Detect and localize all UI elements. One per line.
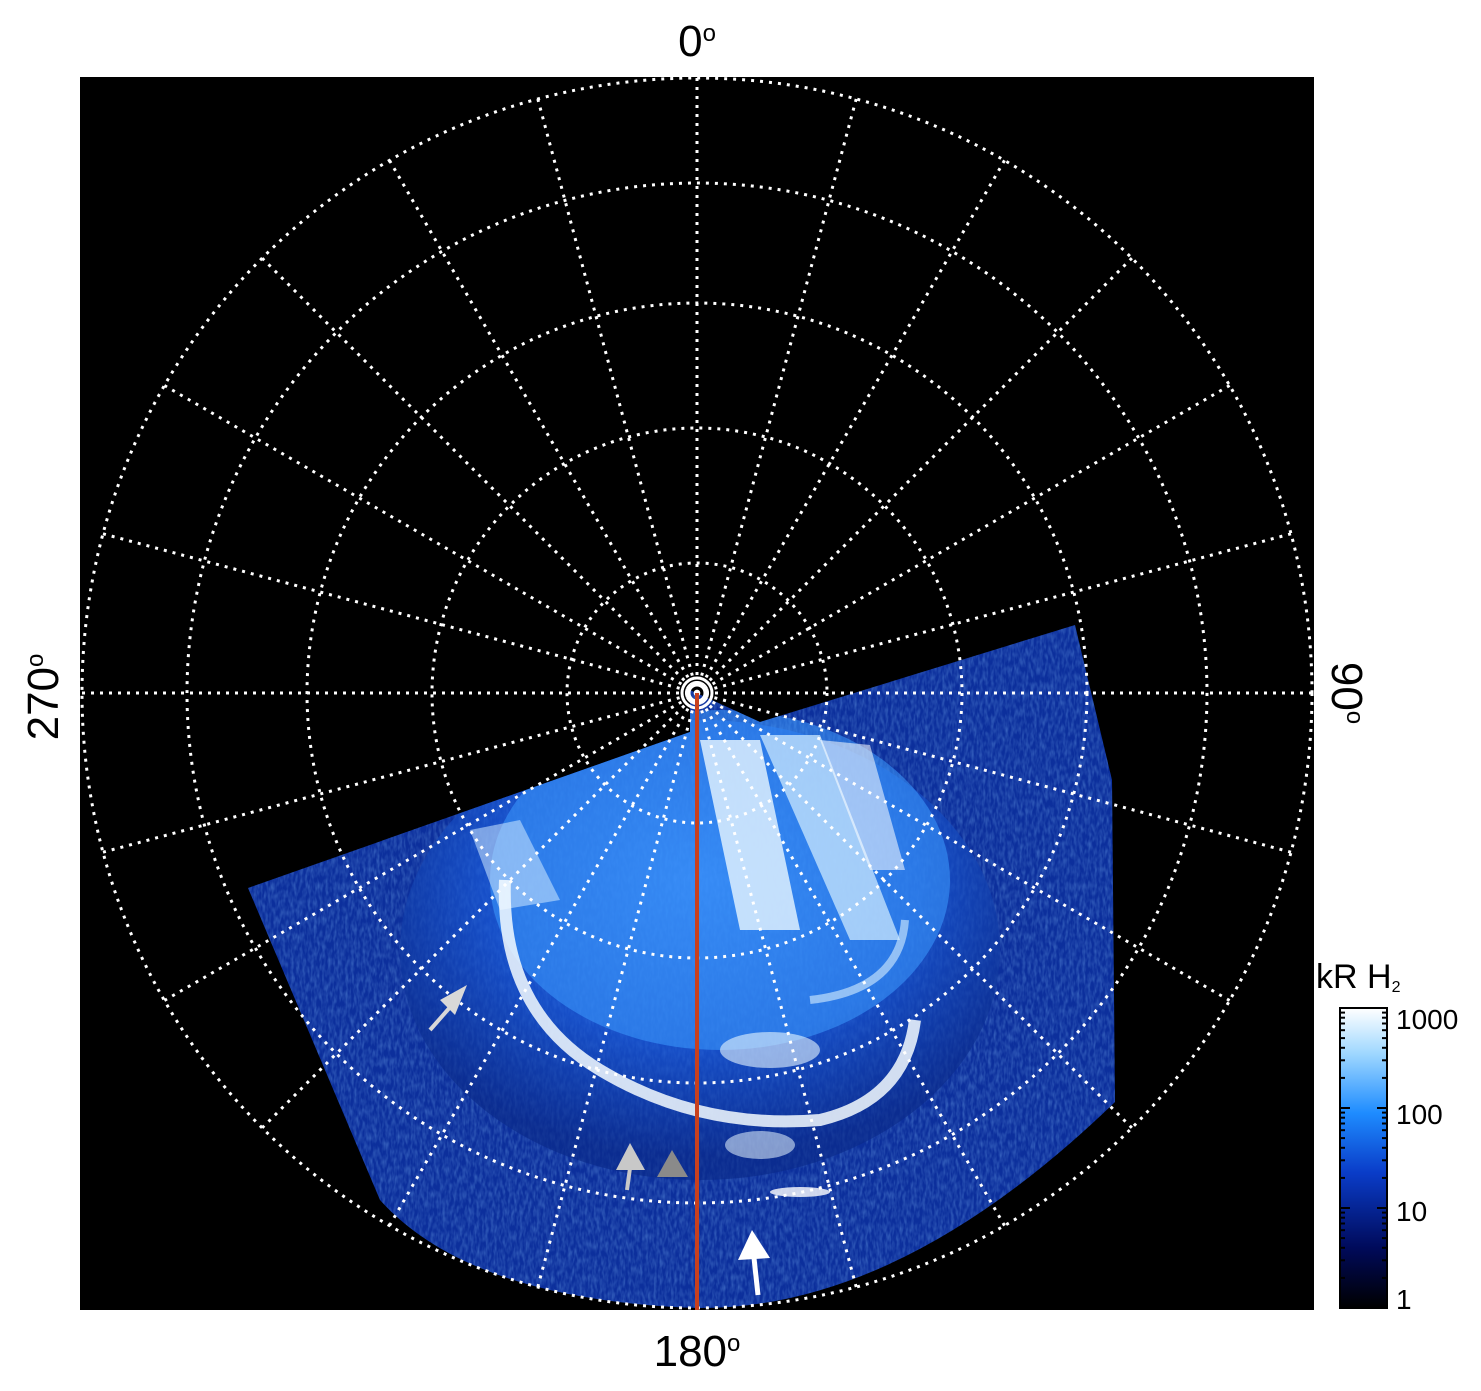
meridian-line (695, 159, 1006, 694)
longitude-label-90: 90o (1322, 661, 1371, 725)
meridian-line (695, 692, 1006, 1227)
arrow-left (428, 985, 467, 1032)
meridian-line (695, 691, 1133, 1129)
meridian-line (388, 159, 699, 694)
meridian-line (102, 691, 698, 854)
meridian-line (102, 532, 698, 695)
colorbar-tick-label: 1 (1396, 1284, 1412, 1315)
arrow-bottom (738, 1230, 770, 1296)
colorbar-tick-label: 1000 (1396, 1004, 1459, 1035)
meridian-line (695, 98, 858, 694)
meridian-line (388, 692, 699, 1227)
latitude-circle (565, 561, 829, 825)
meridian-line (536, 98, 699, 694)
colorbar-gradient (1339, 1007, 1388, 1309)
meridian-line (696, 532, 1292, 695)
longitude-label-270: 270o (19, 653, 68, 741)
meridian-line (695, 257, 1133, 695)
meridian-line (696, 691, 1231, 1002)
meridian-line (261, 257, 699, 695)
longitude-label-180: 180o (653, 1327, 741, 1376)
meridian-line (695, 692, 858, 1288)
meridian-line (696, 691, 1292, 854)
colorbar-title: kR H2 (1316, 958, 1401, 996)
meridian-line (536, 692, 699, 1288)
meridian-line (696, 384, 1231, 695)
colorbar-tick-label: 10 (1396, 1196, 1428, 1227)
meridian-line (163, 691, 698, 1002)
colorbar (1339, 1007, 1388, 1309)
meridian-line (163, 384, 698, 695)
aurora-emission (248, 625, 1115, 1309)
arrow-mid-left (616, 1143, 645, 1191)
arrow-mid-right (657, 1150, 688, 1177)
meridian-line (261, 691, 699, 1129)
colorbar-tick-label: 100 (1396, 1099, 1443, 1130)
longitude-label-0: 0o (678, 17, 716, 66)
